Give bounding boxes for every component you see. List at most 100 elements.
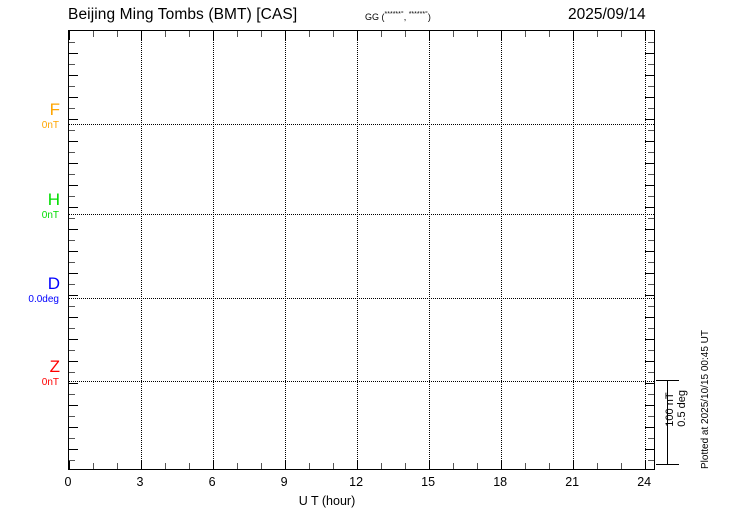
yaxis-major-tick [69, 75, 78, 76]
yaxis-minor-tick [69, 416, 75, 417]
yaxis-minor-tick [69, 372, 75, 373]
yaxis-minor-tick [648, 438, 654, 439]
yaxis-major-tick [645, 273, 654, 274]
yaxis-major-tick [69, 449, 78, 450]
xaxis-minor-tick [405, 463, 407, 469]
yaxis-major-tick [645, 185, 654, 186]
xaxis-major-tick [429, 31, 431, 40]
geo-label: GG [365, 12, 380, 22]
xaxis-major-tick [213, 460, 215, 469]
yaxis-minor-tick [648, 240, 654, 241]
xaxis-minor-tick [237, 31, 239, 37]
yaxis-minor-tick [69, 218, 75, 219]
yaxis-major-tick [645, 97, 654, 98]
xaxis-major-tick [645, 460, 647, 469]
yaxis-major-tick [645, 295, 654, 296]
yaxis-minor-tick [648, 394, 654, 395]
yaxis-major-tick [645, 449, 654, 450]
xaxis-major-tick [69, 460, 70, 469]
xaxis-tick-label: 9 [280, 475, 288, 489]
geo-close-paren: ) [427, 12, 431, 22]
vertical-gridline [645, 31, 647, 469]
yaxis-major-tick [69, 163, 78, 164]
yaxis-minor-tick [648, 284, 654, 285]
yaxis-minor-tick [69, 460, 75, 461]
xaxis-major-tick [213, 31, 215, 40]
xaxis-minor-tick [93, 31, 94, 37]
xaxis-minor-tick [453, 463, 455, 469]
xaxis-minor-tick [165, 31, 167, 37]
xaxis-tick-label: 18 [493, 475, 508, 489]
component-letter-h: H [47, 190, 60, 209]
xaxis-major-tick [501, 460, 503, 469]
xaxis-minor-tick [549, 31, 551, 37]
yaxis-major-tick [69, 317, 78, 318]
vertical-gridline [141, 31, 143, 469]
yaxis-major-tick [69, 207, 78, 208]
yaxis-minor-tick [648, 152, 654, 153]
baseline-f [69, 124, 654, 125]
yaxis-minor-tick [648, 306, 654, 307]
yaxis-major-tick [69, 97, 78, 98]
yaxis-minor-tick [648, 64, 654, 65]
xaxis-minor-tick [525, 463, 527, 469]
yaxis-major-tick [645, 53, 654, 54]
scale-bar-label: 100 nT 0.5 deg [664, 390, 688, 427]
yaxis-minor-tick [69, 328, 75, 329]
yaxis-major-tick [69, 273, 78, 274]
vertical-gridline [357, 31, 359, 469]
geo-longitude: ******° [408, 11, 428, 18]
xaxis-minor-tick [621, 31, 623, 37]
yaxis-minor-tick [648, 350, 654, 351]
baseline-h [69, 214, 654, 215]
xaxis-major-tick [501, 31, 503, 40]
yaxis-minor-tick [69, 394, 75, 395]
yaxis-minor-tick [648, 460, 654, 461]
xaxis-major-tick [69, 31, 70, 40]
xaxis-minor-tick [189, 463, 191, 469]
xaxis-major-tick [573, 460, 575, 469]
page-title: Beijing Ming Tombs (BMT) [CAS] [68, 6, 298, 23]
yaxis-minor-tick [69, 86, 75, 87]
xaxis-minor-tick [261, 463, 263, 469]
yaxis-major-tick [645, 229, 654, 230]
yaxis-major-tick [69, 229, 78, 230]
yaxis-major-tick [69, 427, 78, 428]
yaxis-minor-tick [648, 130, 654, 131]
xaxis-minor-tick [117, 31, 119, 37]
vertical-gridline [501, 31, 503, 469]
yaxis-minor-tick [648, 416, 654, 417]
xaxis-minor-tick [597, 463, 599, 469]
xaxis-tick-label: 24 [637, 475, 652, 489]
yaxis-minor-tick [69, 152, 75, 153]
component-label-h: H 0nT [0, 191, 60, 221]
component-letter-z: Z [49, 357, 60, 376]
plot-area [69, 31, 654, 469]
xaxis-minor-tick [381, 31, 383, 37]
xaxis-tick-label: 15 [421, 475, 436, 489]
yaxis-minor-tick [648, 86, 654, 87]
xaxis-minor-tick [237, 463, 239, 469]
yaxis-minor-tick [648, 262, 654, 263]
yaxis-minor-tick [69, 262, 75, 263]
xaxis-tick-label: 0 [64, 475, 72, 489]
yaxis-minor-tick [648, 108, 654, 109]
component-label-d: D 0.0deg [0, 275, 60, 305]
yaxis-major-tick [69, 405, 78, 406]
yaxis-major-tick [69, 141, 78, 142]
vertical-gridline [429, 31, 431, 469]
yaxis-major-tick [69, 295, 78, 296]
yaxis-minor-tick [648, 218, 654, 219]
yaxis-minor-tick [69, 64, 75, 65]
xaxis-minor-tick [333, 31, 335, 37]
yaxis-major-tick [645, 75, 654, 76]
xaxis-minor-tick [309, 31, 311, 37]
xaxis-tick-label: 21 [565, 475, 580, 489]
vertical-gridline [285, 31, 287, 469]
yaxis-minor-tick [648, 372, 654, 373]
xaxis-minor-tick [621, 463, 623, 469]
chart-header: Beijing Ming Tombs (BMT) [CAS] GG (*****… [0, 0, 730, 30]
vertical-gridline [573, 31, 575, 469]
yaxis-minor-tick [69, 108, 75, 109]
xaxis-major-tick [357, 460, 359, 469]
